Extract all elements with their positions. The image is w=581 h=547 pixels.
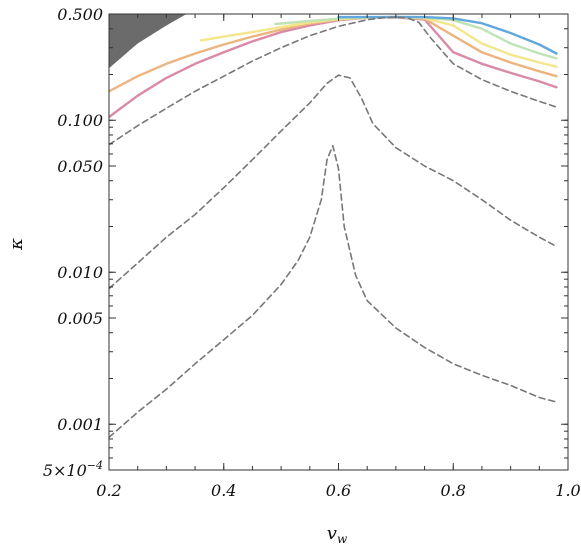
y-tick-label: 0.001 bbox=[57, 415, 103, 434]
shaded-region bbox=[109, 14, 187, 69]
dashed-series-5 bbox=[109, 16, 558, 146]
tick-marks bbox=[108, 13, 569, 471]
x-tick-label: 1.0 bbox=[555, 481, 580, 500]
y-tick-labels: 0.500 0.100 0.050 0.010 0.005 0.001 5×10−4 bbox=[43, 5, 103, 480]
x-tick-labels: 0.2 0.4 0.6 0.8 1.0 bbox=[96, 481, 580, 500]
x-axis-label: vw bbox=[327, 523, 348, 546]
y-tick-label: 5×10−4 bbox=[43, 459, 103, 480]
series-layer bbox=[109, 15, 558, 439]
y-tick-label: 0.010 bbox=[57, 263, 103, 282]
shaded-excluded-region bbox=[109, 14, 187, 69]
y-axis-label: κ bbox=[6, 238, 27, 251]
dashed-series-6 bbox=[109, 74, 558, 290]
y-tick-label: 0.050 bbox=[57, 157, 103, 176]
plot-frame bbox=[108, 13, 569, 471]
x-tick-label: 0.6 bbox=[326, 481, 351, 500]
y-tick-label: 0.005 bbox=[57, 309, 103, 328]
y-tick-label: 0.100 bbox=[57, 111, 103, 130]
y-tick-label: 0.500 bbox=[57, 5, 103, 24]
x-tick-label: 0.2 bbox=[96, 481, 121, 500]
x-tick-label: 0.8 bbox=[441, 481, 466, 500]
dashed-series-7 bbox=[109, 144, 558, 439]
x-tick-label: 0.4 bbox=[211, 481, 236, 500]
